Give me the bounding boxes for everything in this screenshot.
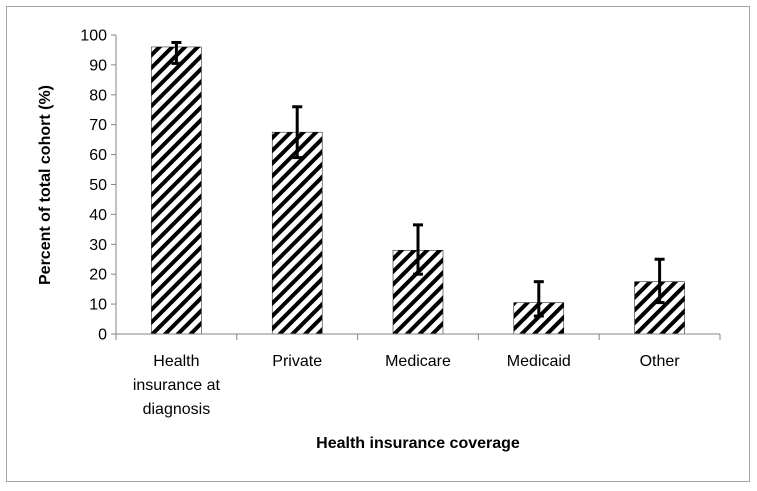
y-tick-label: 70 — [89, 117, 107, 134]
x-axis: Health insurance at diagnosis Private Medica… — [115, 333, 721, 418]
y-tick-label: 60 — [89, 147, 107, 164]
x-tick-label: Private — [272, 353, 322, 370]
x-tick-label: Medicaid — [507, 353, 571, 370]
y-tick-label: 50 — [89, 177, 107, 194]
bar — [151, 46, 202, 335]
y-tick-label: 20 — [89, 267, 107, 284]
error-bar — [292, 105, 303, 160]
bar — [271, 131, 323, 335]
y-tick-label: 10 — [89, 297, 107, 314]
x-tick-label: Medicare — [385, 353, 451, 370]
x-tick-label: Health insurance at diagnosis — [133, 353, 221, 418]
error-bar — [171, 40, 182, 65]
chart-frame — [6, 6, 750, 482]
x-axis-title: Health insurance coverage — [316, 435, 520, 452]
error-bar — [413, 223, 423, 276]
y-tick-label: 100 — [80, 28, 107, 45]
y-tick-label: 0 — [98, 327, 107, 344]
y-axis: 0 10 20 30 40 50 60 70 80 90 100 — [80, 28, 117, 344]
error-bar — [654, 257, 665, 305]
bars — [151, 46, 685, 335]
y-axis-title: Percent of total cohort (%) — [37, 85, 54, 285]
y-tick-label: 90 — [89, 57, 107, 74]
error-bars — [171, 40, 665, 318]
x-tick-label: Other — [640, 353, 681, 370]
error-bar — [533, 280, 544, 318]
y-tick-label: 30 — [89, 237, 107, 254]
y-tick-label: 40 — [89, 207, 107, 224]
y-tick-label: 80 — [89, 87, 107, 104]
